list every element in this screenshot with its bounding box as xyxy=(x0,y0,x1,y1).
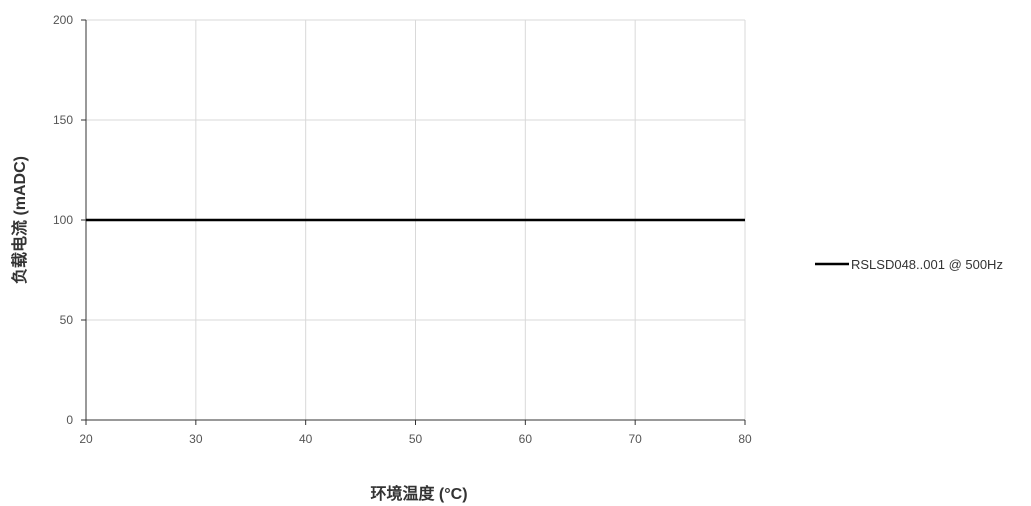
x-tick-label: 70 xyxy=(628,432,642,446)
x-tick-label: 20 xyxy=(79,432,93,446)
y-tick-label: 200 xyxy=(53,13,73,27)
x-tick-label: 30 xyxy=(189,432,203,446)
y-tick-label: 100 xyxy=(53,213,73,227)
y-tick-label: 150 xyxy=(53,113,73,127)
x-tick-label: 60 xyxy=(519,432,533,446)
y-tick-label: 0 xyxy=(66,413,73,427)
x-tick-label: 40 xyxy=(299,432,313,446)
tick-labels: 20 30 40 50 60 70 80 0 50 100 150 200 xyxy=(53,13,752,446)
y-tick-label: 50 xyxy=(60,313,74,327)
legend: RSLSD048..001 @ 500Hz xyxy=(815,257,1003,272)
x-tick-label: 80 xyxy=(738,432,752,446)
legend-label: RSLSD048..001 @ 500Hz xyxy=(851,257,1003,272)
x-tick-label: 50 xyxy=(409,432,423,446)
y-axis-title: 负载电流 (mADC) xyxy=(10,156,29,284)
x-axis-title: 环境温度 (°C) xyxy=(370,484,467,503)
